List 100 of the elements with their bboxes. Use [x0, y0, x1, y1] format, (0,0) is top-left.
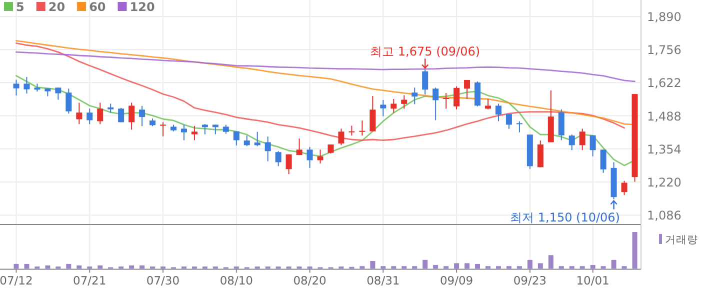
candlestick	[317, 149, 324, 164]
bar	[454, 263, 460, 269]
candlestick	[590, 134, 596, 157]
candlestick	[495, 103, 502, 122]
y-tick-label: 1,890	[647, 10, 682, 24]
candlestick	[600, 149, 606, 174]
bar	[444, 266, 449, 269]
candlestick	[139, 105, 146, 127]
bar	[391, 266, 396, 269]
bar	[45, 265, 50, 269]
bar	[516, 266, 522, 269]
candlestick	[443, 92, 450, 110]
bar	[600, 266, 606, 269]
candlestick	[76, 102, 82, 125]
candlestick	[55, 87, 62, 100]
bar	[76, 265, 82, 269]
candlestick	[537, 140, 544, 168]
candlestick	[579, 128, 586, 151]
candlestick	[306, 146, 313, 168]
candlestick	[160, 122, 166, 137]
bar	[580, 266, 585, 269]
bar	[412, 266, 418, 269]
bar	[370, 260, 376, 269]
candlestick	[338, 128, 344, 146]
bar	[464, 263, 470, 269]
candlestick	[233, 130, 240, 146]
bar	[611, 260, 616, 269]
x-tick-label: 07/30	[146, 274, 180, 288]
candlestick	[621, 180, 628, 196]
bar	[590, 265, 596, 269]
candlestick	[24, 76, 30, 94]
legend-label: 5	[16, 0, 24, 14]
bar	[402, 266, 407, 269]
candlestick	[108, 103, 114, 114]
candlestick	[516, 120, 522, 133]
candlestick	[202, 123, 208, 135]
candlestick	[180, 124, 187, 141]
candlestick	[568, 134, 575, 151]
bar	[569, 266, 574, 269]
candlestick	[401, 94, 408, 110]
candlestick	[296, 138, 302, 156]
x-tick-label: 08/31	[366, 274, 400, 288]
legend-label: 60	[89, 0, 106, 14]
y-tick-label: 1,756	[647, 43, 682, 58]
y-tick-label: 1,354	[647, 142, 682, 156]
x-tick-label: 10/01	[576, 274, 610, 288]
x-tick-label: 07/12	[0, 274, 33, 288]
annotation: 최고 1,675 (09/06)	[370, 44, 480, 59]
legend-label: 거래량	[665, 234, 698, 246]
candlestick	[191, 125, 198, 141]
candlestick	[254, 131, 260, 147]
candlestick	[97, 102, 104, 125]
legend-label: 20	[48, 0, 66, 14]
candlestick	[222, 124, 229, 134]
y-tick-label: 1,086	[647, 208, 682, 223]
bar	[433, 265, 438, 269]
y-tick-label: 1,220	[647, 176, 682, 190]
bar	[360, 266, 365, 269]
x-tick-label: 09/09	[440, 274, 474, 288]
candlestick	[13, 79, 20, 96]
bar	[129, 265, 134, 269]
bar	[622, 266, 627, 269]
bar	[422, 260, 428, 269]
candlestick	[390, 98, 397, 114]
bar	[538, 263, 543, 269]
bar	[506, 266, 512, 269]
candlestick	[264, 136, 271, 162]
candlestick	[422, 69, 428, 96]
candlestick	[454, 86, 460, 110]
bar	[380, 266, 386, 269]
bar	[485, 266, 490, 269]
bar	[66, 264, 72, 269]
y-tick-label: 1,622	[647, 76, 682, 90]
x-tick-label: 09/23	[513, 274, 547, 288]
candlestick	[275, 150, 282, 167]
x-tick-label: 08/10	[220, 274, 253, 288]
candlestick	[212, 124, 218, 135]
bar	[475, 264, 480, 269]
candlestick	[370, 96, 376, 132]
candlestick	[244, 135, 250, 147]
bar	[558, 266, 564, 269]
candlestick	[128, 102, 135, 130]
bar	[496, 266, 501, 269]
x-tick-label: 08/20	[293, 274, 326, 288]
legend-label: 120	[130, 0, 155, 14]
bar	[24, 264, 30, 269]
candlestick	[558, 108, 564, 141]
candlestick	[464, 79, 470, 100]
candlestick	[474, 80, 481, 107]
bar	[548, 255, 554, 269]
bar	[98, 265, 103, 269]
bar	[140, 265, 145, 269]
x-tick-label: 07/21	[73, 274, 106, 288]
candlestick	[484, 98, 491, 110]
candlestick	[118, 107, 124, 123]
candlestick	[86, 108, 93, 125]
bar	[527, 260, 532, 269]
candlestick	[66, 88, 72, 114]
candlestick	[359, 120, 366, 136]
candlestick	[348, 125, 355, 136]
